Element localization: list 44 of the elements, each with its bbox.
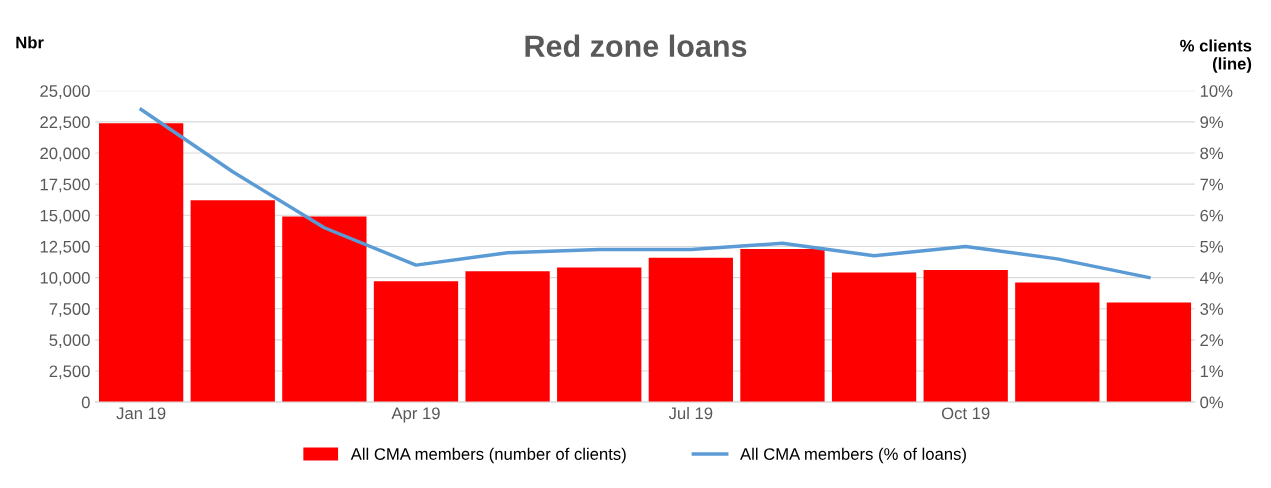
y-tick-label: 25,000 — [40, 85, 90, 99]
bar — [831, 272, 917, 403]
line-series — [139, 107, 1151, 280]
x-tick-label: Jan 19 — [116, 407, 166, 420]
bar — [648, 257, 733, 403]
y2-tick-label: 8% — [1200, 147, 1224, 160]
y2-tick-label: 7% — [1200, 178, 1224, 191]
bar — [282, 216, 367, 403]
y-tick-label: 7,500 — [49, 303, 90, 317]
y-tick-label: 2,500 — [49, 365, 90, 380]
bar — [923, 270, 1008, 403]
x-tick-label: Oct 19 — [941, 407, 990, 420]
y-tick-label: 20,000 — [40, 147, 90, 162]
y-tick-label: 0 — [81, 396, 90, 409]
bar — [740, 248, 825, 403]
y-tick-label: 15,000 — [40, 209, 90, 224]
bar — [190, 200, 275, 403]
y2-tick-label: 9% — [1200, 116, 1224, 129]
y-tick-label: 5,000 — [49, 334, 90, 349]
bar — [98, 123, 184, 403]
y2-tick-label: 2% — [1200, 334, 1224, 346]
chart-title: Red zone loans — [525, 34, 747, 57]
y-tick-label: 12,500 — [40, 240, 90, 255]
y-tick-label: 10,000 — [40, 271, 90, 286]
bar — [373, 281, 459, 403]
x-tick-label: Jul 19 — [668, 406, 713, 420]
y2-tick-label: 5% — [1200, 240, 1224, 253]
bar — [465, 271, 550, 403]
bar — [1106, 302, 1192, 403]
legend-label: All CMA members (% of loans) — [740, 447, 966, 464]
y2-tick-label: 10% — [1200, 85, 1233, 97]
y2-axis-title: % clients (line) — [1180, 39, 1252, 73]
y2-tick-label: 6% — [1200, 209, 1224, 222]
y2-tick-label: 3% — [1200, 303, 1224, 315]
y2-tick-label: 4% — [1199, 272, 1224, 284]
bar — [557, 267, 642, 403]
bar — [1015, 282, 1100, 403]
y2-tick-label: 0% — [1200, 396, 1224, 409]
legend-label: All CMA members (number of clients) — [350, 447, 626, 464]
y-axis-title: Nbr — [16, 36, 44, 49]
x-tick-label: Apr 19 — [391, 407, 440, 423]
y-tick-label: 22,500 — [40, 116, 90, 131]
y2-tick-label: 1% — [1200, 365, 1224, 378]
y-tick-label: 17,500 — [40, 178, 90, 193]
